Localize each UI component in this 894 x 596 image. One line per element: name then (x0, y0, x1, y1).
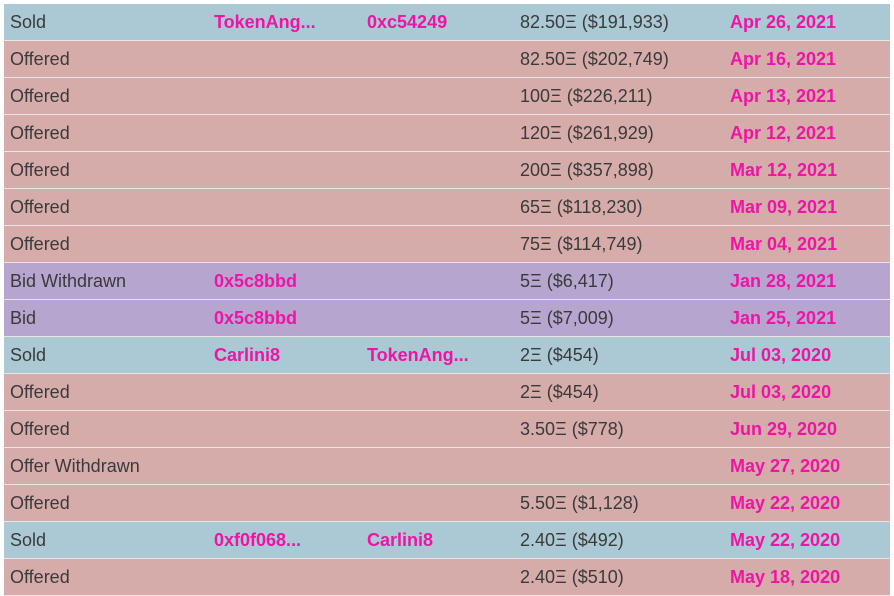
event-type: Offered (10, 85, 70, 106)
date-link[interactable]: Mar 04, 2021 (730, 233, 838, 254)
table-row: Offered 3.50Ξ ($778) Jun 29, 2020 (4, 411, 890, 448)
transaction-history-table: Sold TokenAng... 0xc54249 82.50Ξ ($191,9… (4, 4, 890, 596)
event-type: Offer Withdrawn (10, 455, 140, 476)
date-link[interactable]: May 18, 2020 (730, 566, 841, 587)
event-type: Offered (10, 492, 70, 513)
event-type: Offered (10, 233, 70, 254)
table-row: Offered 82.50Ξ ($202,749) Apr 16, 2021 (4, 41, 890, 78)
event-type: Offered (10, 122, 70, 143)
table-row: Sold Carlini8 TokenAng... 2Ξ ($454) Jul … (4, 337, 890, 374)
date-link[interactable]: Apr 12, 2021 (730, 122, 837, 143)
event-type: Offered (10, 566, 70, 587)
date-link[interactable]: Mar 12, 2021 (730, 159, 838, 180)
amount: 5Ξ ($6,417) (520, 270, 614, 291)
date-link[interactable]: Jan 25, 2021 (730, 307, 837, 328)
amount: 82.50Ξ ($202,749) (520, 48, 669, 69)
date-link[interactable]: Jul 03, 2020 (730, 381, 832, 402)
to-account-link[interactable]: 0xc54249 (367, 11, 448, 32)
table-row: Sold 0xf0f068... Carlini8 2.40Ξ ($492) M… (4, 522, 890, 559)
event-type: Offered (10, 196, 70, 217)
table-row: Offered 75Ξ ($114,749) Mar 04, 2021 (4, 226, 890, 263)
date-link[interactable]: Jun 29, 2020 (730, 418, 838, 439)
event-type: Offered (10, 48, 70, 69)
from-account-link[interactable]: 0xf0f068... (214, 529, 302, 550)
from-account-link[interactable]: Carlini8 (214, 344, 281, 365)
table-row: Bid Withdrawn 0x5c8bbd 5Ξ ($6,417) Jan 2… (4, 263, 890, 300)
amount: 82.50Ξ ($191,933) (520, 11, 669, 32)
date-link[interactable]: Mar 09, 2021 (730, 196, 838, 217)
event-type: Sold (10, 344, 47, 365)
table-row: Offer Withdrawn May 27, 2020 (4, 448, 890, 485)
date-link[interactable]: Apr 16, 2021 (730, 48, 837, 69)
to-account-link[interactable]: TokenAng... (367, 344, 469, 365)
from-account-link[interactable]: 0x5c8bbd (214, 307, 298, 328)
date-link[interactable]: Apr 13, 2021 (730, 85, 837, 106)
event-type: Sold (10, 529, 47, 550)
table-row: Sold TokenAng... 0xc54249 82.50Ξ ($191,9… (4, 4, 890, 41)
amount: 5Ξ ($7,009) (520, 307, 614, 328)
date-link[interactable]: May 22, 2020 (730, 492, 841, 513)
date-link[interactable]: Jul 03, 2020 (730, 344, 832, 365)
amount: 2.40Ξ ($492) (520, 529, 624, 550)
table-row: Offered 2.40Ξ ($510) May 18, 2020 (4, 559, 890, 596)
date-link[interactable]: Jan 28, 2021 (730, 270, 837, 291)
date-link[interactable]: May 27, 2020 (730, 455, 841, 476)
event-type: Offered (10, 381, 70, 402)
event-type: Bid Withdrawn (10, 270, 127, 291)
event-type: Sold (10, 11, 47, 32)
table-row: Offered 65Ξ ($118,230) Mar 09, 2021 (4, 189, 890, 226)
date-link[interactable]: May 22, 2020 (730, 529, 841, 550)
table-row: Offered 2Ξ ($454) Jul 03, 2020 (4, 374, 890, 411)
amount: 65Ξ ($118,230) (520, 196, 643, 217)
amount: 3.50Ξ ($778) (520, 418, 624, 439)
from-account-link[interactable]: 0x5c8bbd (214, 270, 298, 291)
amount: 100Ξ ($226,211) (520, 85, 653, 106)
table-row: Offered 120Ξ ($261,929) Apr 12, 2021 (4, 115, 890, 152)
table-row: Offered 100Ξ ($226,211) Apr 13, 2021 (4, 78, 890, 115)
table-row: Offered 200Ξ ($357,898) Mar 12, 2021 (4, 152, 890, 189)
date-link[interactable]: Apr 26, 2021 (730, 11, 837, 32)
amount: 5.50Ξ ($1,128) (520, 492, 639, 513)
event-type: Bid (10, 307, 37, 328)
amount: 2Ξ ($454) (520, 381, 599, 402)
amount: 2.40Ξ ($510) (520, 566, 624, 587)
amount: 120Ξ ($261,929) (520, 122, 654, 143)
to-account-link[interactable]: Carlini8 (367, 529, 434, 550)
from-account-link[interactable]: TokenAng... (214, 11, 316, 32)
amount: 75Ξ ($114,749) (520, 233, 643, 254)
event-type: Offered (10, 159, 70, 180)
event-type: Offered (10, 418, 70, 439)
table-row: Bid 0x5c8bbd 5Ξ ($7,009) Jan 25, 2021 (4, 300, 890, 337)
table-row: Offered 5.50Ξ ($1,128) May 22, 2020 (4, 485, 890, 522)
amount: 200Ξ ($357,898) (520, 159, 654, 180)
amount: 2Ξ ($454) (520, 344, 599, 365)
